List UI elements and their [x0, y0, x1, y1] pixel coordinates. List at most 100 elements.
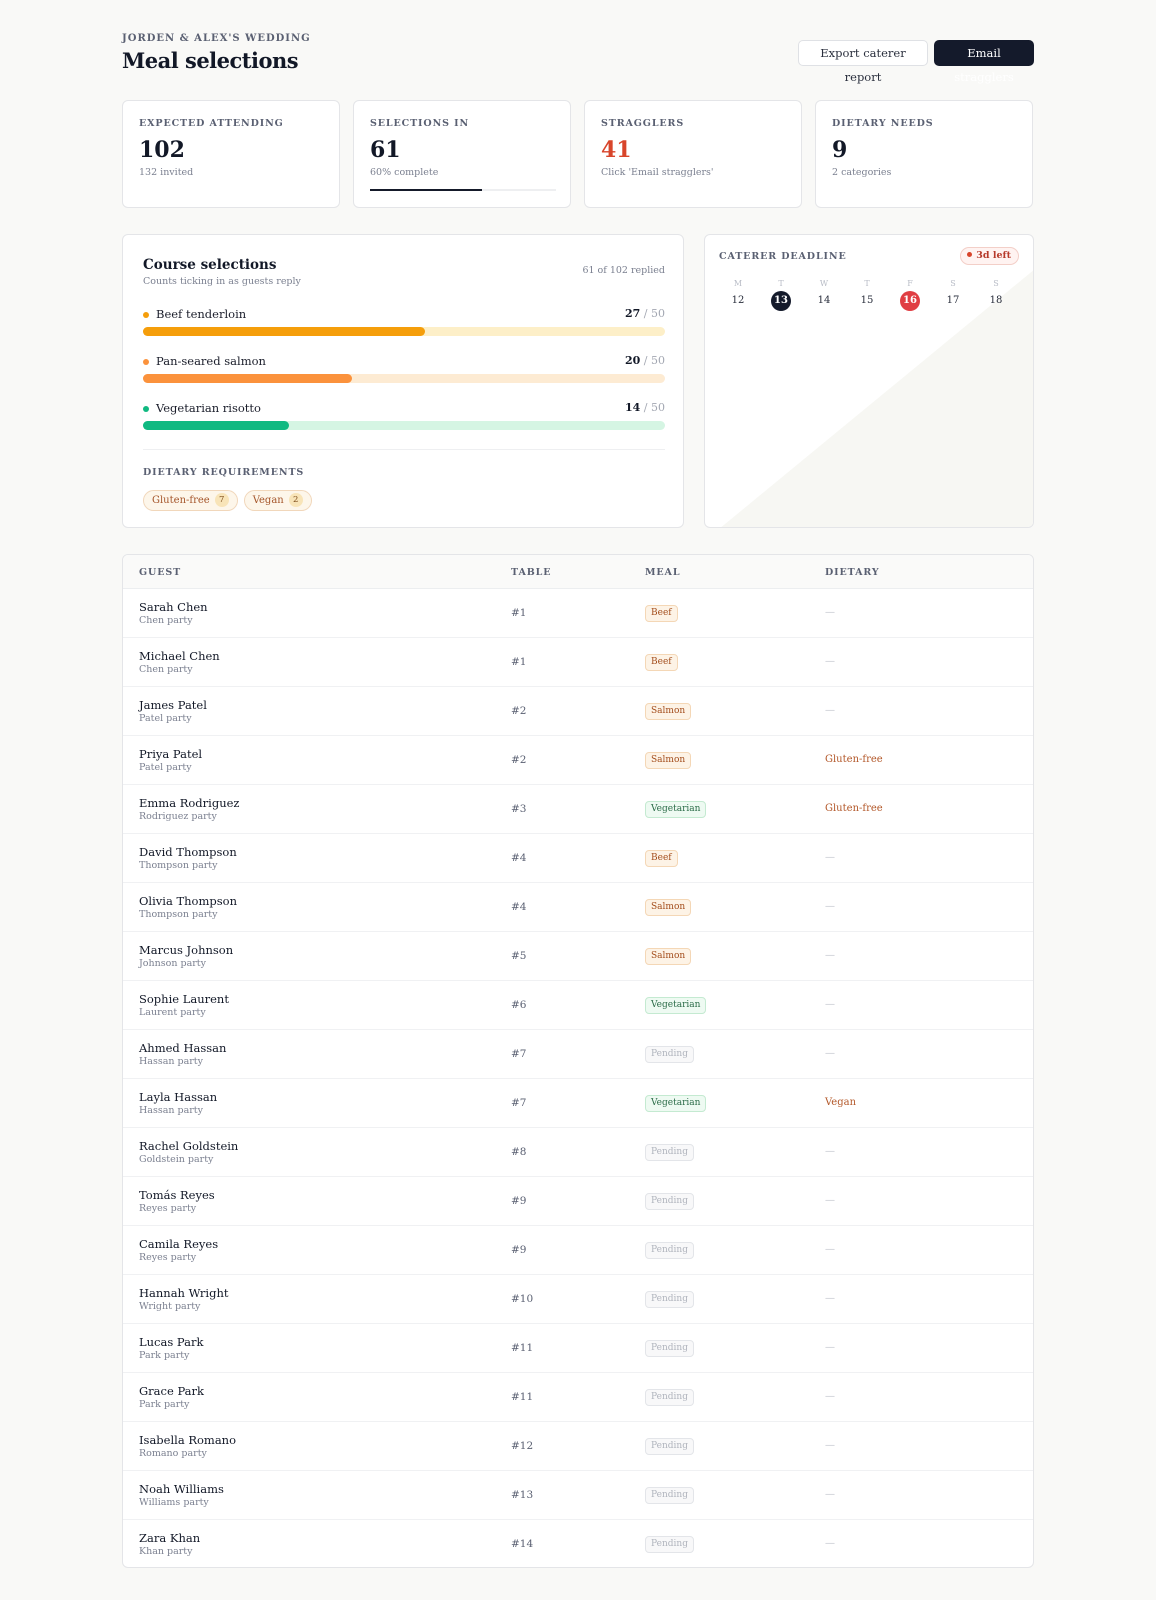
table-header: GUEST TABLE MEAL DIETARY — [123, 555, 1033, 589]
table-row[interactable]: Camila Reyes Reyes party #9 Pending — — [123, 1226, 1033, 1275]
meal-badge: Salmon — [645, 899, 692, 916]
guest-name: Priya Patel — [139, 747, 203, 761]
guest-dietary: — — [825, 999, 835, 1010]
table-row[interactable]: Isabella Romano Romano party #12 Pending — — [123, 1422, 1033, 1471]
guest-table-number: #2 — [511, 705, 527, 717]
guest-table-number: #4 — [511, 852, 527, 864]
guest-dietary: — — [825, 1342, 835, 1353]
table-row[interactable]: Sarah Chen Chen party #1 Beef — — [123, 589, 1033, 638]
meal-badge: Salmon — [645, 752, 692, 769]
selections-progress-bar — [370, 189, 556, 191]
stat-sub: 132 invited — [139, 167, 194, 178]
guest-table-number: #1 — [511, 656, 527, 668]
stat-sub: Click 'Email stragglers' — [601, 167, 714, 178]
guest-party: Chen party — [139, 664, 193, 675]
decorative-background — [721, 270, 1033, 527]
dietary-chip-gluten-free[interactable]: Gluten-free 7 — [143, 490, 238, 511]
guest-dietary: Gluten-free — [825, 754, 883, 765]
table-row[interactable]: David Thompson Thompson party #4 Beef — — [123, 834, 1033, 883]
table-row[interactable]: Sophie Laurent Laurent party #6 Vegetarian — — [123, 981, 1033, 1030]
course-item-name: Pan-seared salmon — [156, 354, 266, 368]
calendar-day-heading: T — [778, 279, 784, 288]
stat-sub: 60% complete — [370, 167, 439, 178]
guest-dietary: — — [825, 705, 835, 716]
guest-dietary: — — [825, 1293, 835, 1304]
guest-table-number: #11 — [511, 1391, 534, 1403]
calendar-day[interactable]: 17 — [946, 295, 960, 306]
meal-badge: Pending — [645, 1438, 694, 1455]
table-row[interactable]: Michael Chen Chen party #1 Beef — — [123, 638, 1033, 687]
calendar-day-heading: S — [950, 279, 956, 288]
meal-badge: Vegetarian — [645, 997, 707, 1014]
dietary-requirements-title: DIETARY REQUIREMENTS — [143, 467, 305, 478]
calendar-day[interactable]: 18 — [989, 295, 1003, 306]
replied-count: 61 of 102 replied — [582, 265, 665, 276]
stat-label: EXPECTED ATTENDING — [139, 118, 284, 129]
table-row[interactable]: James Patel Patel party #2 Salmon — — [123, 687, 1033, 736]
guest-table-number: #12 — [511, 1440, 534, 1452]
meal-badge: Vegetarian — [645, 1095, 707, 1112]
table-row[interactable]: Noah Williams Williams party #13 Pending — — [123, 1471, 1033, 1520]
calendar-day[interactable]: 14 — [817, 295, 831, 306]
table-row[interactable]: Marcus Johnson Johnson party #5 Salmon — — [123, 932, 1033, 981]
guest-dietary: Vegan — [825, 1097, 857, 1108]
guest-name: Marcus Johnson — [139, 943, 234, 957]
table-row[interactable]: Olivia Thompson Thompson party #4 Salmon — — [123, 883, 1033, 932]
calendar-day[interactable]: 15 — [860, 295, 874, 306]
meal-badge: Pending — [645, 1291, 694, 1308]
calendar-day-today[interactable]: 13 — [766, 291, 796, 311]
calendar-day-heading: M — [733, 279, 743, 288]
table-row[interactable]: Rachel Goldstein Goldstein party #8 Pending… — [123, 1128, 1033, 1177]
table-row[interactable]: Lucas Park Park party #11 Pending — — [123, 1324, 1033, 1373]
table-row[interactable]: Grace Park Park party #11 Pending — — [123, 1373, 1033, 1422]
guest-dietary: — — [825, 1048, 835, 1059]
meal-badge: Salmon — [645, 703, 692, 720]
guest-dietary: — — [825, 1244, 835, 1255]
guest-name: Layla Hassan — [139, 1090, 218, 1104]
table-row[interactable]: Tomás Reyes Reyes party #9 Pending — — [123, 1177, 1033, 1226]
meal-badge: Pending — [645, 1046, 694, 1063]
table-row[interactable]: Hannah Wright Wright party #10 Pending — — [123, 1275, 1033, 1324]
guest-dietary: — — [825, 1489, 835, 1500]
days-left-badge: 3d left — [960, 247, 1019, 265]
table-row[interactable]: Zara Khan Khan party #14 Pending — — [123, 1520, 1033, 1567]
guest-name: Zara Khan — [139, 1531, 201, 1545]
export-caterer-report-button[interactable]: Export caterer report — [798, 40, 928, 84]
guest-dietary: — — [825, 852, 835, 863]
stat-sub: 2 categories — [832, 167, 892, 178]
table-row[interactable]: Layla Hassan Hassan party #7 Vegetarian Vega… — [123, 1079, 1033, 1128]
guest-name: Grace Park — [139, 1384, 204, 1398]
stat-card-dietary-needs: DIETARY NEEDS 9 2 categories — [815, 100, 1033, 208]
beef-dot-icon — [143, 312, 149, 318]
dietary-chip-vegan[interactable]: Vegan 2 — [243, 490, 312, 511]
guest-dietary: — — [825, 901, 835, 912]
table-row[interactable]: Priya Patel Patel party #2 Salmon Gluten-fre… — [123, 736, 1033, 785]
guest-dietary: — — [825, 1440, 835, 1451]
salmon-dot-icon — [143, 359, 149, 365]
guest-party: Khan party — [139, 1546, 193, 1557]
guest-name: Tomás Reyes — [139, 1188, 215, 1202]
course-progress-track — [143, 327, 665, 336]
column-header-dietary[interactable]: DIETARY — [825, 567, 880, 578]
guest-name: Camila Reyes — [139, 1237, 219, 1251]
email-stragglers-button[interactable]: Email stragglers — [934, 40, 1034, 84]
column-header-meal[interactable]: MEAL — [645, 567, 681, 578]
table-row[interactable]: Emma Rodriguez Rodriguez party #3 Vegetaria… — [123, 785, 1033, 834]
guest-name: Emma Rodriguez — [139, 796, 240, 810]
course-item-count: 20 / 50 — [624, 354, 665, 367]
guest-party: Johnson party — [139, 958, 206, 969]
guest-table-number: #3 — [511, 803, 527, 815]
guest-party: Chen party — [139, 615, 193, 626]
guest-table-number: #6 — [511, 999, 527, 1011]
meal-badge: Beef — [645, 605, 678, 622]
stat-label: STRAGGLERS — [601, 118, 685, 129]
column-header-guest[interactable]: GUEST — [139, 567, 182, 578]
calendar-day[interactable]: 12 — [731, 295, 745, 306]
column-header-table[interactable]: TABLE — [511, 567, 552, 578]
calendar-day-deadline[interactable]: 16 — [895, 291, 925, 311]
course-title: Course selections — [143, 257, 277, 273]
guest-dietary: — — [825, 1195, 835, 1206]
guest-party: Goldstein party — [139, 1154, 214, 1165]
table-row[interactable]: Ahmed Hassan Hassan party #7 Pending — — [123, 1030, 1033, 1079]
guest-party: Thompson party — [139, 909, 218, 920]
